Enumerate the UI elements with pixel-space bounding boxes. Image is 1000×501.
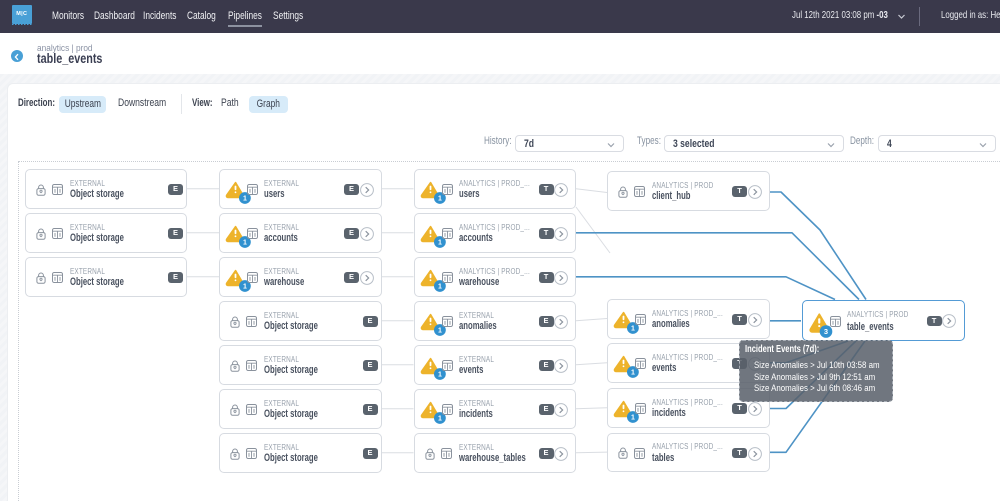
svg-text:1: 1: [437, 195, 441, 202]
svg-text:1: 1: [631, 325, 635, 332]
svg-text:3: 3: [823, 327, 827, 336]
svg-text:1: 1: [437, 283, 441, 290]
svg-text:1: 1: [437, 327, 441, 334]
svg-text:1: 1: [631, 369, 635, 376]
svg-text:1: 1: [437, 371, 441, 378]
svg-text:1: 1: [243, 195, 247, 202]
svg-text:1: 1: [243, 283, 247, 290]
svg-text:1: 1: [631, 414, 635, 421]
svg-text:1: 1: [437, 239, 441, 246]
svg-text:1: 1: [243, 239, 247, 246]
svg-text:1: 1: [437, 415, 441, 422]
